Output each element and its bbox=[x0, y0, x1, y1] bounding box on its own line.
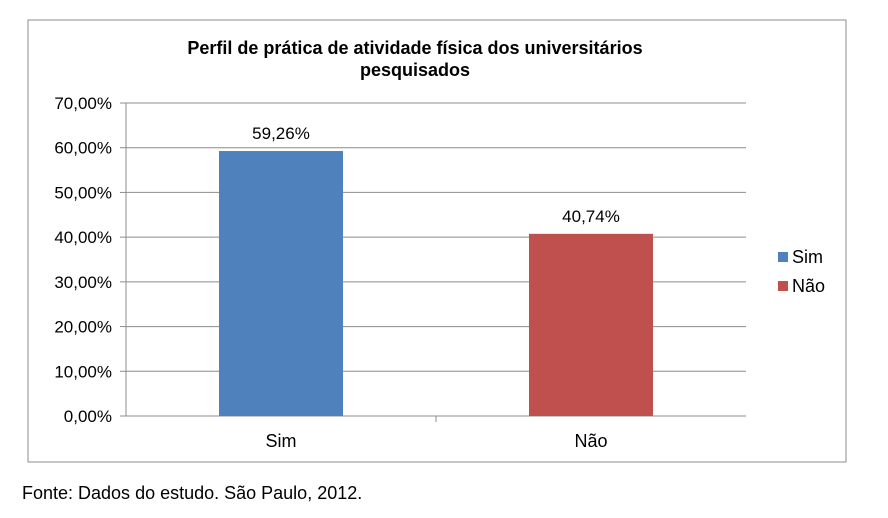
bars bbox=[219, 151, 653, 417]
data-labels: 59,26% 40,74% bbox=[252, 124, 620, 226]
y-tick-label: 30,00% bbox=[54, 273, 112, 292]
legend-label: Sim bbox=[792, 247, 823, 267]
y-tick-label: 10,00% bbox=[54, 362, 112, 381]
x-category-label: Não bbox=[574, 431, 607, 451]
y-tick-labels: 0,00% 10,00% 20,00% 30,00% 40,00% 50,00% 60,00… bbox=[54, 94, 112, 426]
data-label: 59,26% bbox=[252, 124, 310, 143]
x-category-label: Sim bbox=[266, 431, 297, 451]
legend-swatch bbox=[778, 252, 788, 262]
legend-label: Não bbox=[792, 276, 825, 296]
y-tick-label: 70,00% bbox=[54, 94, 112, 113]
legend: Sim Não bbox=[778, 247, 825, 296]
source-note: Fonte: Dados do estudo. São Paulo, 2012. bbox=[22, 483, 363, 503]
y-tick-label: 40,00% bbox=[54, 228, 112, 247]
data-label: 40,74% bbox=[562, 207, 620, 226]
legend-swatch bbox=[778, 281, 788, 291]
x-category-labels: Sim Não bbox=[266, 431, 608, 451]
bar bbox=[529, 233, 653, 416]
chart-frame bbox=[27, 19, 847, 463]
y-tick-label: 20,00% bbox=[54, 318, 112, 337]
y-tick-label: 0,00% bbox=[64, 407, 112, 426]
y-tick-label: 50,00% bbox=[54, 183, 112, 202]
chart-title-line-2: pesquisados bbox=[360, 60, 470, 80]
bar bbox=[219, 151, 343, 417]
y-tick-label: 60,00% bbox=[54, 139, 112, 158]
chart-title-line-1: Perfil de prática de atividade física do… bbox=[187, 38, 642, 58]
